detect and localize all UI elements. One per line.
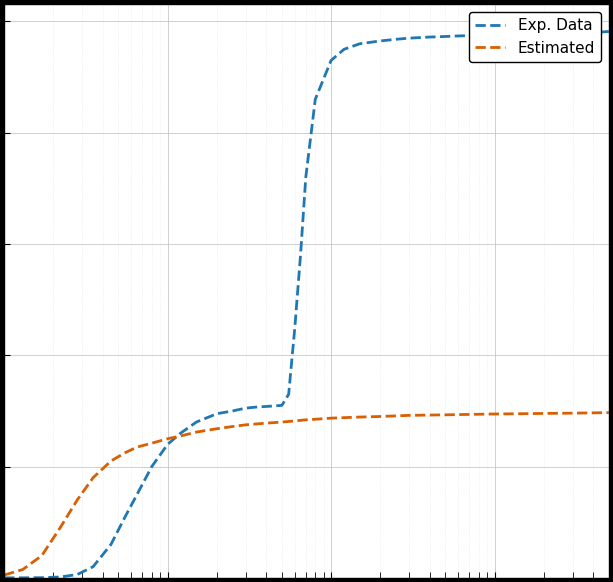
Estimated [38, 552, 45, 559]
Exp. Data [340, 46, 348, 53]
Estimated [1, 572, 8, 579]
Estimated [540, 410, 547, 417]
Estimated [262, 420, 270, 427]
Estimated [356, 414, 364, 421]
Estimated [164, 435, 171, 442]
Exp. Data [376, 37, 384, 44]
Exp. Data [74, 571, 81, 578]
Estimated [605, 409, 612, 416]
Estimated [121, 449, 129, 456]
Estimated [19, 566, 26, 573]
Legend: Exp. Data, Estimated: Exp. Data, Estimated [469, 12, 601, 62]
Exp. Data [475, 32, 482, 39]
Exp. Data [327, 57, 335, 64]
Estimated [148, 440, 156, 447]
Exp. Data [177, 430, 185, 436]
Exp. Data [1, 574, 8, 581]
Exp. Data [297, 251, 304, 258]
Estimated [177, 432, 185, 439]
Exp. Data [442, 33, 449, 40]
Exp. Data [19, 574, 26, 581]
Exp. Data [569, 30, 576, 37]
Exp. Data [520, 31, 527, 38]
Estimated [229, 423, 237, 430]
Estimated [107, 457, 115, 464]
Exp. Data [589, 29, 596, 36]
Exp. Data [192, 418, 200, 425]
Exp. Data [148, 463, 156, 470]
Exp. Data [121, 513, 129, 520]
Exp. Data [164, 441, 171, 448]
Estimated [242, 421, 249, 428]
Exp. Data [540, 30, 547, 37]
Exp. Data [278, 402, 286, 409]
Estimated [89, 474, 97, 481]
Exp. Data [491, 31, 498, 38]
Estimated [405, 412, 413, 419]
Estimated [491, 410, 498, 417]
Exp. Data [89, 563, 97, 570]
Estimated [311, 416, 319, 423]
Estimated [302, 416, 310, 423]
Exp. Data [426, 34, 433, 41]
Exp. Data [311, 96, 319, 103]
Estimated [74, 496, 81, 503]
Estimated [520, 410, 527, 417]
Estimated [134, 443, 141, 450]
Exp. Data [605, 28, 612, 35]
Estimated [192, 428, 200, 435]
Exp. Data [262, 403, 270, 410]
Estimated [213, 425, 221, 432]
Estimated [475, 411, 482, 418]
Line: Estimated: Estimated [4, 413, 609, 575]
Exp. Data [107, 541, 115, 548]
Estimated [569, 410, 576, 417]
Exp. Data [405, 35, 413, 42]
Estimated [376, 413, 384, 420]
Exp. Data [285, 391, 292, 398]
Exp. Data [392, 36, 400, 42]
Estimated [278, 418, 286, 425]
Estimated [291, 417, 299, 424]
Exp. Data [291, 324, 299, 331]
Exp. Data [38, 574, 45, 581]
Estimated [589, 409, 596, 416]
Exp. Data [356, 40, 364, 47]
Exp. Data [455, 33, 462, 40]
Exp. Data [213, 410, 221, 417]
Estimated [442, 411, 449, 418]
Exp. Data [253, 403, 261, 410]
Line: Exp. Data: Exp. Data [4, 31, 609, 578]
Estimated [56, 524, 64, 531]
Exp. Data [56, 573, 64, 580]
Exp. Data [229, 407, 237, 414]
Estimated [327, 414, 335, 421]
Exp. Data [271, 402, 278, 409]
Exp. Data [242, 404, 249, 411]
Exp. Data [302, 174, 310, 181]
Exp. Data [134, 491, 141, 498]
